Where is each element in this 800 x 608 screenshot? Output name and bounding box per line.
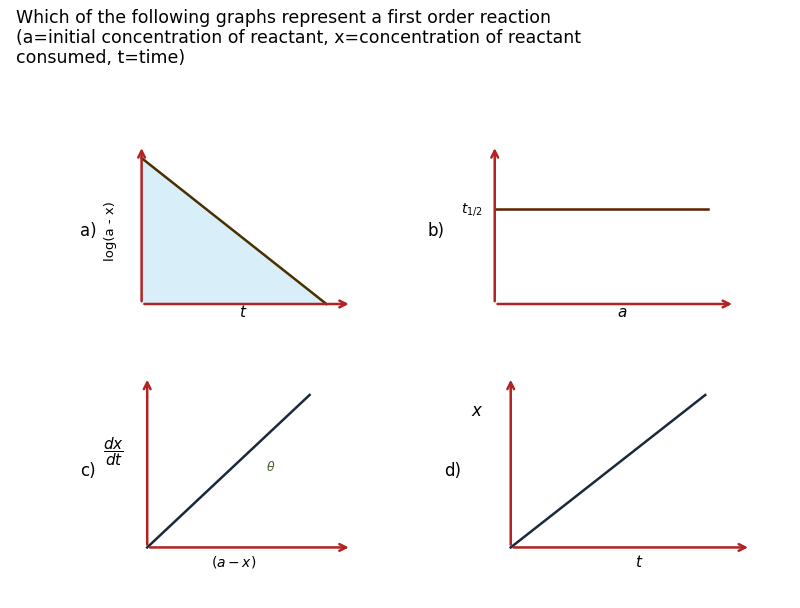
Text: t: t — [635, 554, 642, 570]
Text: Which of the following graphs represent a first order reaction: Which of the following graphs represent … — [16, 9, 551, 27]
Text: consumed, t=time): consumed, t=time) — [16, 49, 185, 67]
Text: b): b) — [428, 222, 445, 240]
Text: $t_{1/2}$: $t_{1/2}$ — [461, 201, 482, 218]
Text: $x$: $x$ — [471, 402, 483, 420]
Text: log(a - x): log(a - x) — [104, 201, 118, 261]
Text: c): c) — [80, 462, 96, 480]
Text: $\dfrac{dx}{dt}$: $\dfrac{dx}{dt}$ — [103, 435, 124, 468]
Polygon shape — [142, 158, 326, 304]
Text: (a=initial concentration of reactant, x=concentration of reactant: (a=initial concentration of reactant, x=… — [16, 29, 581, 47]
Text: $(a - x)$: $(a - x)$ — [211, 553, 257, 570]
Text: a): a) — [80, 222, 97, 240]
Text: $\theta$: $\theta$ — [266, 460, 275, 474]
Text: $a$: $a$ — [618, 305, 627, 320]
Text: d): d) — [444, 462, 461, 480]
Text: t: t — [239, 305, 246, 320]
